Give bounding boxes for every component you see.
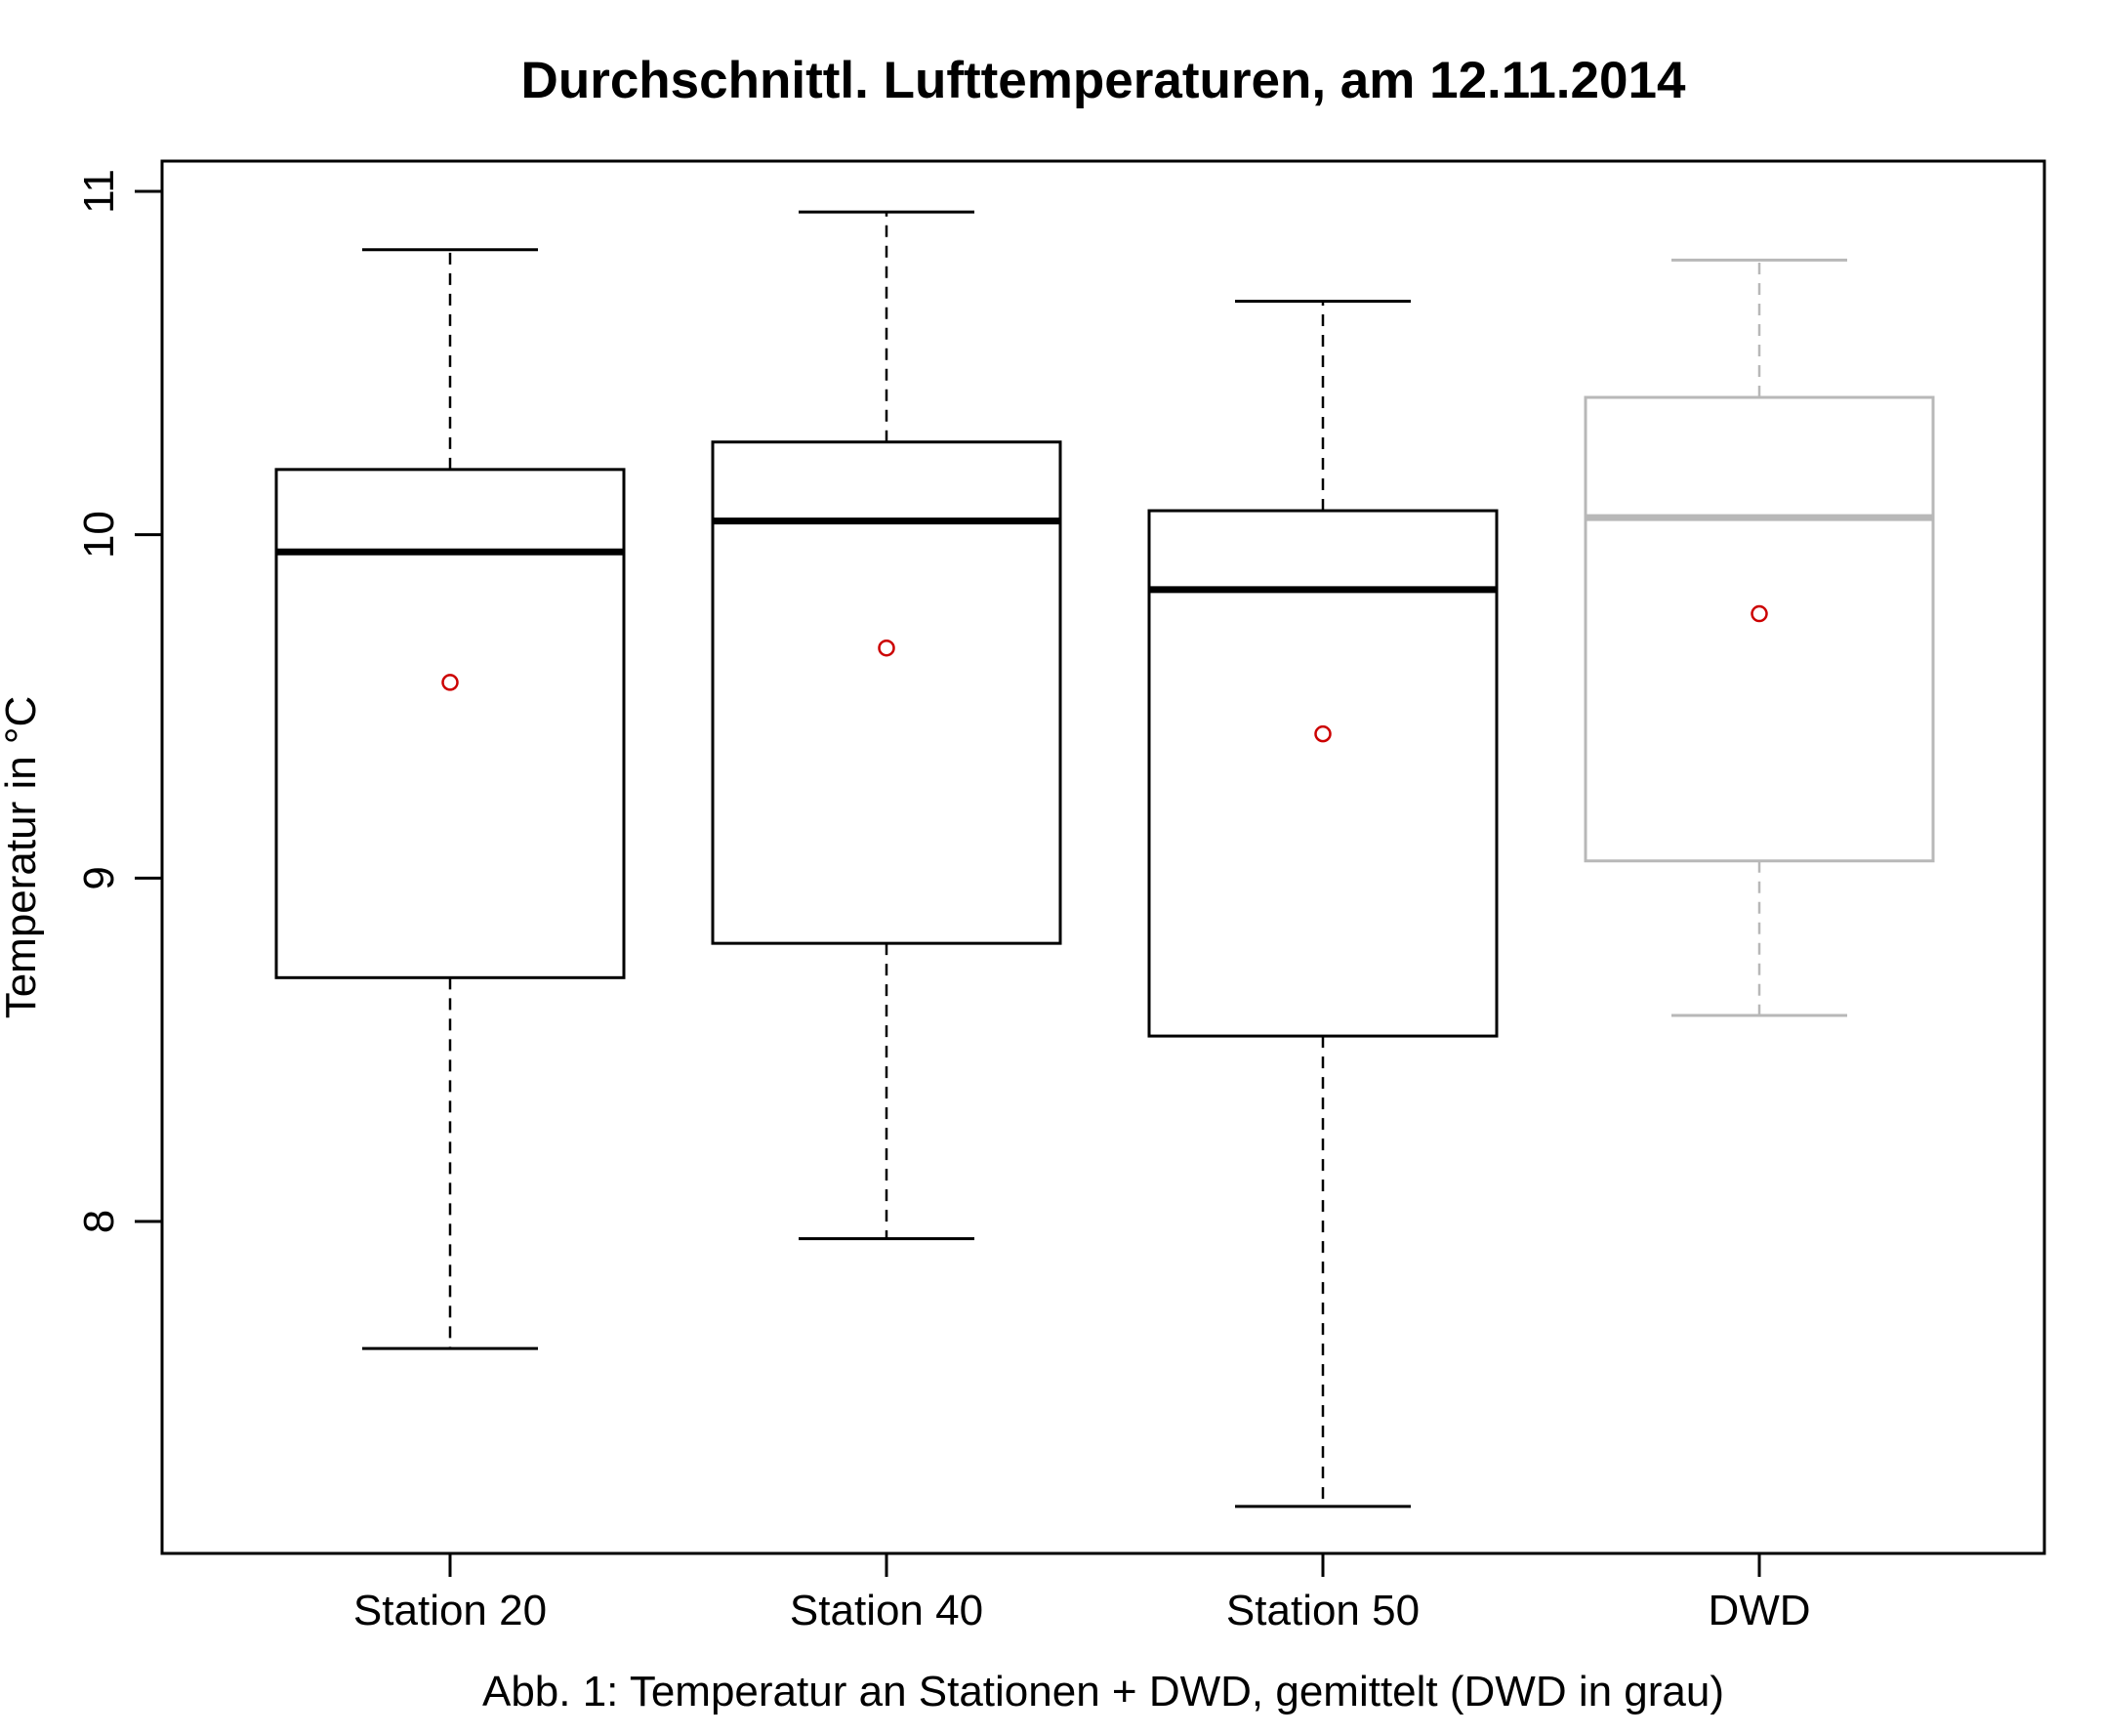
y-tick-label: 9 — [75, 866, 123, 889]
mean-marker — [1751, 604, 1768, 623]
x-tick-label: Station 20 — [353, 1587, 547, 1634]
box-station-40 — [711, 210, 1062, 1241]
boxes-group — [274, 210, 1935, 1509]
y-tick-label: 11 — [75, 169, 123, 214]
box-station-20 — [274, 248, 626, 1350]
mean-marker — [441, 674, 459, 691]
chart-title: Durchschnittl. Lufttemperaturen, am 12.1… — [521, 52, 1686, 109]
x-tick-label: Station 40 — [790, 1587, 983, 1634]
x-axis: Station 20 Station 40 Station 50 DWD — [353, 1551, 1811, 1634]
mean-marker — [878, 639, 895, 657]
box-dwd — [1584, 258, 1935, 1017]
mean-marker — [1314, 724, 1332, 743]
figure-caption: Abb. 1: Temperatur an Stationen + DWD, g… — [482, 1668, 1724, 1715]
x-tick-label: DWD — [1708, 1587, 1810, 1634]
y-axis: 8 9 10 11 — [75, 169, 164, 1233]
x-tick-label: Station 50 — [1226, 1587, 1420, 1634]
y-tick-label: 8 — [75, 1210, 123, 1233]
y-tick-label: 10 — [75, 511, 123, 558]
box-station-50 — [1147, 300, 1499, 1509]
interquartile-box — [711, 440, 1062, 945]
interquartile-box — [274, 468, 626, 979]
interquartile-box — [1584, 395, 1935, 863]
y-axis-label: Temperatur in °C — [0, 696, 45, 1019]
interquartile-box — [1147, 509, 1499, 1038]
